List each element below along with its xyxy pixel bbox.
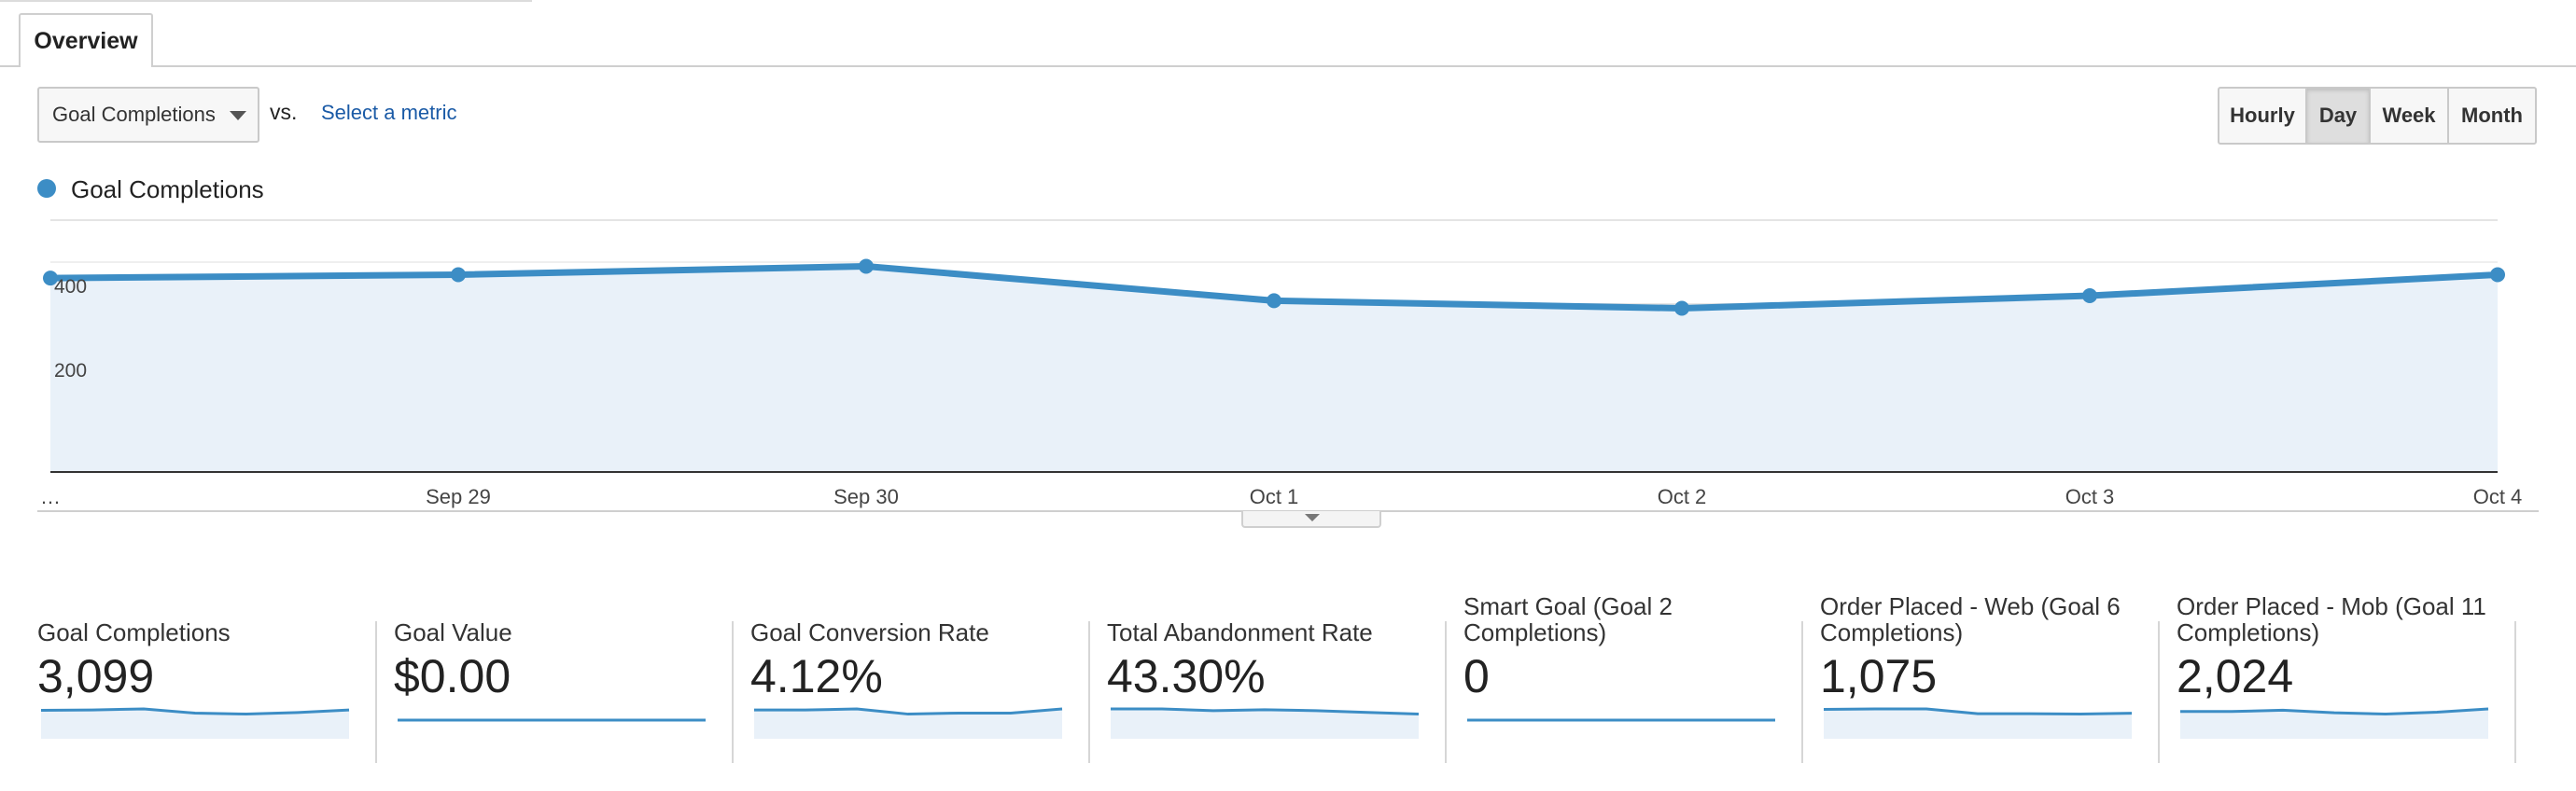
scorecard-title: Goal Value — [394, 618, 512, 646]
scorecard-title: Order Placed - Mob (Goal 11 Completions) — [2177, 592, 2486, 646]
scorecard-value: $0.00 — [394, 650, 511, 702]
scorecard[interactable]: Order Placed - Mob (Goal 11 Completions)… — [2177, 593, 2498, 765]
scorecard-value: 0 — [1463, 650, 1490, 702]
legend-label: Goal Completions — [71, 175, 264, 203]
data-point — [43, 271, 58, 286]
sparkline — [1823, 707, 2133, 739]
granularity-toggle: Hourly Day Week Month — [2218, 87, 2537, 145]
day-button[interactable]: Day — [2307, 89, 2371, 143]
sparkline-line — [754, 707, 1063, 716]
series-area — [50, 266, 2498, 472]
x-tick-label: Oct 2 — [1658, 485, 1707, 508]
x-tick-label: Sep 29 — [426, 485, 491, 508]
scorecard-value: 1,075 — [1820, 650, 1938, 702]
scorecard-title: Smart Goal (Goal 2 Completions) — [1463, 592, 1673, 646]
scorecard-value: 3,099 — [37, 650, 155, 702]
sparkline-line — [2180, 707, 2489, 716]
sparkline — [1467, 718, 1775, 722]
sparkline — [40, 707, 350, 739]
x-tick-label: … — [40, 485, 61, 508]
scorecard[interactable]: Goal Completions 3,099 — [37, 593, 358, 765]
y-tick-label: 200 — [54, 360, 87, 382]
select-metric-link[interactable]: Select a metric — [321, 101, 457, 124]
scorecard-title: Total Abandonment Rate — [1107, 618, 1373, 646]
scorecard-title: Goal Completions — [37, 618, 231, 646]
scorecard[interactable]: Goal Conversion Rate 4.12% — [750, 593, 1071, 765]
chart-expand-toggle[interactable] — [1241, 511, 1381, 528]
chevron-down-icon — [1305, 514, 1320, 521]
scorecard-divider — [2514, 621, 2516, 763]
data-point — [1674, 300, 1689, 316]
scorecard[interactable]: Order Placed - Web (Goal 6 Completions) 1… — [1820, 593, 2141, 765]
top-rule — [0, 0, 532, 2]
scorecard-title: Goal Conversion Rate — [750, 618, 989, 646]
sparkline-line — [1111, 707, 1420, 716]
x-tick-label: Sep 30 — [833, 485, 899, 508]
sparkline — [754, 707, 1063, 739]
data-point — [859, 258, 874, 274]
week-button[interactable]: Week — [2371, 89, 2449, 143]
sparkline — [1111, 707, 1420, 739]
hourly-button[interactable]: Hourly — [2219, 89, 2307, 143]
sparkline-area — [41, 709, 349, 739]
data-point — [451, 267, 466, 283]
scorecard-divider — [1445, 621, 1447, 763]
vs-label: vs. — [270, 100, 298, 124]
y-tick-label: 400 — [54, 276, 87, 298]
tab-baseline — [0, 65, 2576, 67]
scorecard-divider — [375, 621, 377, 763]
data-point — [2082, 288, 2097, 303]
legend-dot-icon — [37, 179, 56, 198]
scorecard-value: 2,024 — [2177, 650, 2294, 702]
scorecard-divider — [1801, 621, 1803, 763]
chevron-down-icon — [230, 111, 246, 120]
sparkline — [398, 718, 706, 722]
scorecard-value: 4.12% — [750, 650, 883, 702]
scorecard[interactable]: Smart Goal (Goal 2 Completions) 0 — [1463, 593, 1785, 765]
metric-dropdown[interactable]: Goal Completions — [37, 87, 259, 143]
sparkline-area — [1111, 709, 1419, 739]
sparkline-area — [2180, 709, 2488, 739]
scorecard-title: Order Placed - Web (Goal 6 Completions) — [1820, 592, 2121, 646]
data-point — [2490, 267, 2505, 283]
scorecard-divider — [2158, 621, 2160, 763]
scorecard-divider — [732, 621, 734, 763]
x-tick-label: Oct 4 — [2473, 485, 2523, 508]
sparkline-area — [1824, 709, 2132, 739]
scorecard-value: 43.30% — [1107, 650, 1266, 702]
tab-overview[interactable]: Overview — [19, 13, 153, 67]
sparkline-line — [40, 707, 350, 716]
data-point — [1267, 293, 1281, 309]
scorecard[interactable]: Goal Value $0.00 — [394, 593, 715, 765]
scorecard-divider — [1088, 621, 1090, 763]
x-tick-label: Oct 1 — [1250, 485, 1299, 508]
sparkline-line — [1823, 707, 2133, 716]
month-button[interactable]: Month — [2461, 104, 2523, 127]
x-tick-label: Oct 3 — [2065, 485, 2115, 508]
sparkline-area — [754, 709, 1062, 739]
sparkline — [2180, 707, 2489, 739]
scorecard[interactable]: Total Abandonment Rate 43.30% — [1107, 593, 1428, 765]
metric-dropdown-label: Goal Completions — [52, 103, 216, 126]
